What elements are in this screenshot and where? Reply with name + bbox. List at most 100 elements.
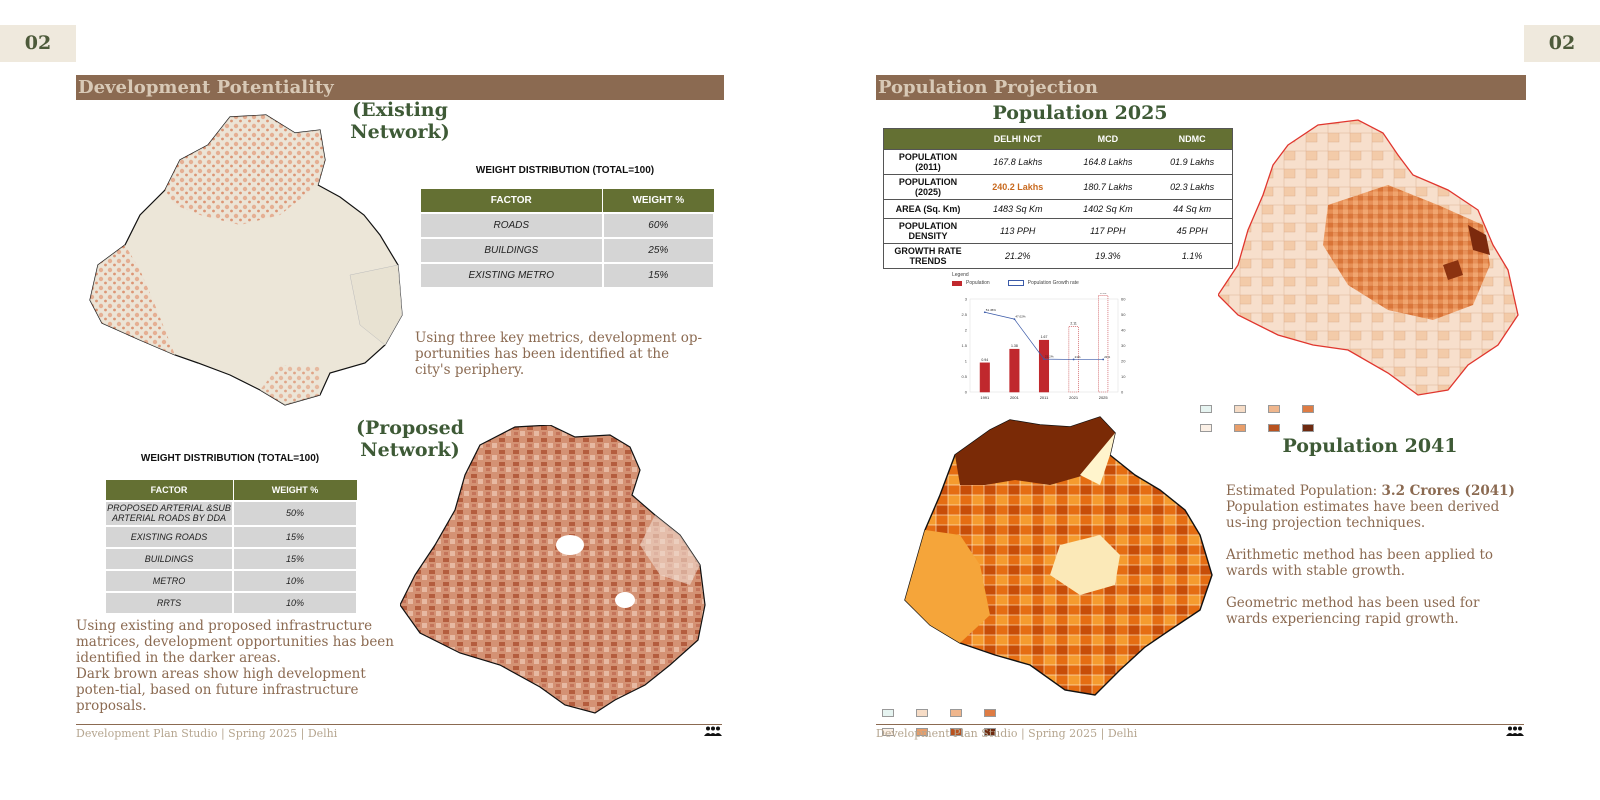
- y2-tick-label: 30: [1121, 343, 1126, 348]
- population-swatch: [952, 280, 962, 286]
- geometric-paragraph: Geometric method has been used for wards…: [1226, 595, 1480, 627]
- delhi-cell-highlight: 240.2 Lakhs: [972, 174, 1064, 200]
- weight-header: WEIGHT %: [232, 479, 358, 501]
- x-tick-label: 1991: [980, 395, 990, 400]
- row-label: POPULATION (2011): [883, 149, 972, 175]
- mcd-cell: 180.7 Lakhs: [1063, 174, 1153, 200]
- weight-cell: 50%: [232, 499, 358, 527]
- y-tick-label: 1.5: [961, 343, 967, 348]
- row-label: AREA (Sq. Km): [883, 199, 972, 219]
- table-row: EXISTING ROADS 15%: [104, 524, 358, 549]
- y-tick-label: 2: [965, 328, 968, 333]
- growth-rate-swatch: [1007, 280, 1024, 286]
- growth-rate-label: 21%: [1075, 355, 1081, 359]
- weight-cell: 60%: [601, 211, 716, 239]
- legend-swatch: [984, 709, 999, 717]
- delhi-cell: 167.8 Lakhs: [972, 149, 1064, 175]
- proposed-table-caption: WEIGHT DISTRIBUTION (TOTAL=100): [140, 453, 320, 464]
- existing-weight-table: FACTOR WEIGHT % ROADS 60% BUILDINGS 25% …: [419, 188, 716, 289]
- legend-swatch: [882, 709, 897, 717]
- factor-cell: EXISTING ROADS: [104, 524, 234, 549]
- estimate-line: Estimated Population: 3.2 Crores (2041): [1226, 483, 1521, 499]
- factor-cell: METRO: [104, 568, 234, 593]
- growth-rate-point: [983, 311, 986, 314]
- legend-swatch: [984, 728, 999, 736]
- row-label: POPULATION (2025): [883, 174, 972, 200]
- y2-tick-label: 0: [1121, 390, 1124, 395]
- factor-cell: BUILDINGS: [419, 236, 604, 264]
- population-2025-heading: Population 2025: [992, 102, 1168, 124]
- column-header: DELHI NCT: [972, 128, 1064, 150]
- proposed-description: Using existing and proposed infrastructu…: [76, 618, 406, 714]
- x-tick-label: 2011: [1040, 395, 1049, 400]
- population-bar: [1009, 348, 1020, 393]
- y-tick-label: 3: [965, 297, 968, 302]
- growth-rate-label: 21.2%: [1045, 355, 1054, 359]
- projection-paragraph: Population estimates have been derived u…: [1226, 499, 1500, 531]
- legend-swatch: [1200, 424, 1215, 432]
- population-combo-chart: 00.511.522.5301020304050600.9419911.3820…: [961, 293, 1126, 400]
- mcd-cell: 164.8 Lakhs: [1063, 149, 1153, 175]
- legend-swatch: [950, 709, 965, 717]
- growth-rate-point: [1102, 358, 1105, 361]
- bar-value-label: 2.11: [1070, 322, 1077, 326]
- row-label: POPULATION DENSITY: [883, 218, 972, 244]
- table-row: BUILDINGS 15%: [104, 546, 358, 571]
- legend-swatch: [1268, 424, 1283, 432]
- growth-rate-label: 47.02%: [1015, 315, 1026, 319]
- y-tick-label: 0.5: [961, 374, 967, 379]
- chart-legend: Population Population Growth rate: [952, 280, 1079, 286]
- population-bar: [979, 362, 990, 393]
- delhi-cell: 1483 Sq Km: [972, 199, 1064, 219]
- legend-swatch: [1302, 424, 1317, 432]
- mcd-cell: 1402 Sq Km: [1063, 199, 1153, 219]
- proposed-description-1: Using existing and proposed infrastructu…: [76, 618, 394, 666]
- population-bar: [1098, 295, 1109, 393]
- existing-description: Using three key metrics, development op-…: [415, 330, 703, 378]
- legend-swatch: [916, 709, 931, 717]
- table-row: PROPOSED ARTERIAL &SUB ARTERIAL ROADS BY…: [104, 499, 358, 527]
- growth-rate-point: [1043, 358, 1045, 361]
- weight-cell: 10%: [232, 590, 358, 615]
- legend-growth-rate: Population Growth rate: [1027, 280, 1079, 286]
- existing-network-heading: (Existing Network): [350, 99, 450, 143]
- table-row: POPULATION (2011) 167.8 Lakhs 164.8 Lakh…: [883, 149, 1233, 175]
- growth-rate-point: [1013, 318, 1016, 321]
- people-group-icon: [1506, 726, 1524, 736]
- people-group-icon: [704, 726, 722, 736]
- growth-rate-label: 51.45%: [986, 308, 997, 312]
- footer-divider: [76, 724, 722, 725]
- proposed-network-heading: (Proposed Network): [356, 417, 464, 461]
- factor-header: FACTOR: [419, 188, 604, 213]
- footer-divider: [876, 724, 1524, 725]
- factor-cell: PROPOSED ARTERIAL &SUB ARTERIAL ROADS BY…: [104, 499, 234, 527]
- factor-header: FACTOR: [104, 479, 234, 501]
- legend-population: Population: [966, 280, 990, 286]
- page-number: 02: [1524, 25, 1600, 62]
- y-tick-label: 2.5: [961, 312, 967, 317]
- population-2041-map: [904, 416, 1213, 696]
- y2-tick-label: 50: [1121, 312, 1126, 317]
- growth-rate-point: [1072, 358, 1075, 361]
- table-row: RRTS 10%: [104, 590, 358, 615]
- table-row: POPULATION (2025) 240.2 Lakhs 180.7 Lakh…: [883, 174, 1233, 200]
- row-label: GROWTH RATE TRENDS: [883, 243, 972, 269]
- footer-text: Development Plan Studio | Spring 2025 | …: [876, 727, 1138, 740]
- footer-text: Development Plan Studio | Spring 2025 | …: [76, 727, 338, 740]
- ndmc-cell: 1.1%: [1152, 243, 1233, 269]
- bar-value-label: 0.94: [981, 358, 988, 362]
- column-header: NDMC: [1152, 128, 1233, 150]
- table-row: METRO 10%: [104, 568, 358, 593]
- population-2025-map: [1218, 119, 1519, 396]
- legend-swatch: [1234, 405, 1249, 413]
- legend-swatch: [1302, 405, 1317, 413]
- bar-value-label: 1.38: [1011, 344, 1018, 348]
- factor-cell: BUILDINGS: [104, 546, 234, 571]
- factor-cell: ROADS: [419, 211, 604, 239]
- section-banner: Population Projection: [876, 75, 1526, 100]
- weight-cell: 15%: [232, 524, 358, 549]
- table-row: AREA (Sq. Km) 1483 Sq Km 1402 Sq Km 44 S…: [883, 199, 1233, 219]
- y2-tick-label: 10: [1121, 374, 1126, 379]
- column-header: MCD: [1063, 128, 1153, 150]
- delhi-cell: 21.2%: [972, 243, 1064, 269]
